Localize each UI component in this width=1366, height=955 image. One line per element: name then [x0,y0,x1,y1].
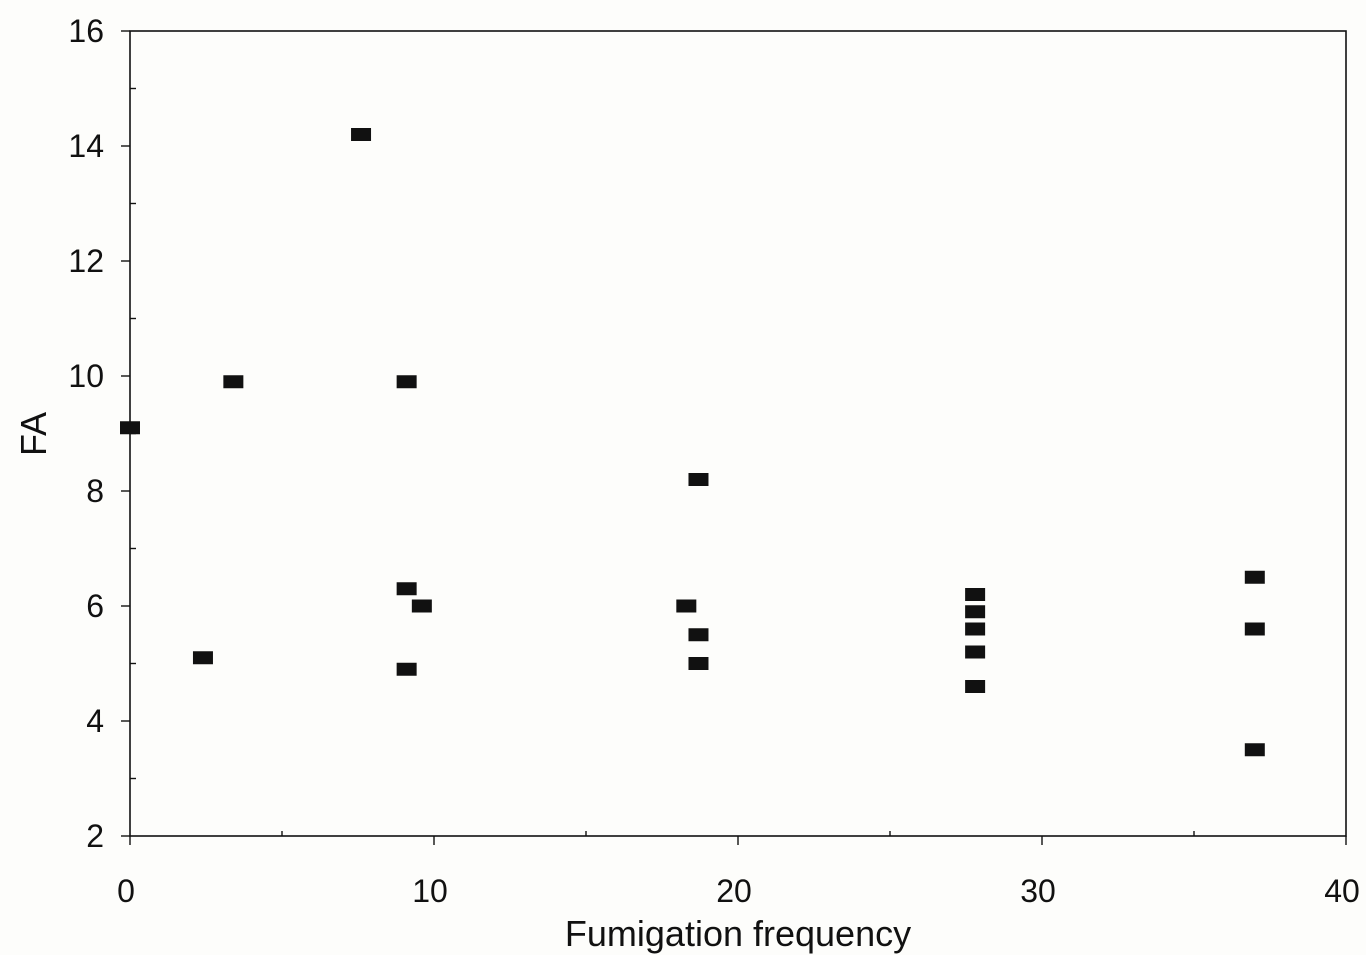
data-point [965,605,986,619]
data-point [1244,622,1265,636]
data-point [120,421,140,435]
data-point [965,622,986,636]
y-tick-label: 10 [68,358,104,394]
data-point [688,628,709,642]
data-point [351,128,372,141]
y-tick-label: 16 [68,13,104,49]
data-point [965,645,986,659]
x-axis: 0 10 20 30 40 [117,831,1360,909]
data-point [688,473,709,486]
data-point [965,588,986,601]
y-tick-label: 8 [86,473,104,509]
x-tick-label: 0 [117,873,135,909]
x-tick-label: 40 [1324,873,1360,909]
data-point [192,651,213,665]
y-tick-label: 12 [68,243,104,279]
y-axis: 2 4 6 8 10 12 14 16 [68,13,136,854]
data-point [396,582,417,596]
y-axis-title: FA [13,412,54,456]
data-points [120,128,1265,757]
x-tick-label: 20 [716,873,752,909]
y-tick-label: 14 [68,128,104,164]
data-point [676,599,697,613]
data-point [1244,743,1265,757]
plot-area [129,30,1347,837]
data-point [965,680,986,693]
data-point [688,657,709,670]
data-point [223,375,244,389]
y-tick-label: 6 [86,588,104,624]
data-point [1244,570,1265,584]
y-tick-label: 4 [86,703,104,739]
data-point [396,375,417,389]
data-point [396,662,417,676]
x-tick-label: 10 [412,873,448,909]
data-point [411,599,432,613]
x-tick-label: 30 [1020,873,1056,909]
x-axis-title: Fumigation frequency [565,913,911,954]
y-tick-label: 2 [86,818,104,854]
